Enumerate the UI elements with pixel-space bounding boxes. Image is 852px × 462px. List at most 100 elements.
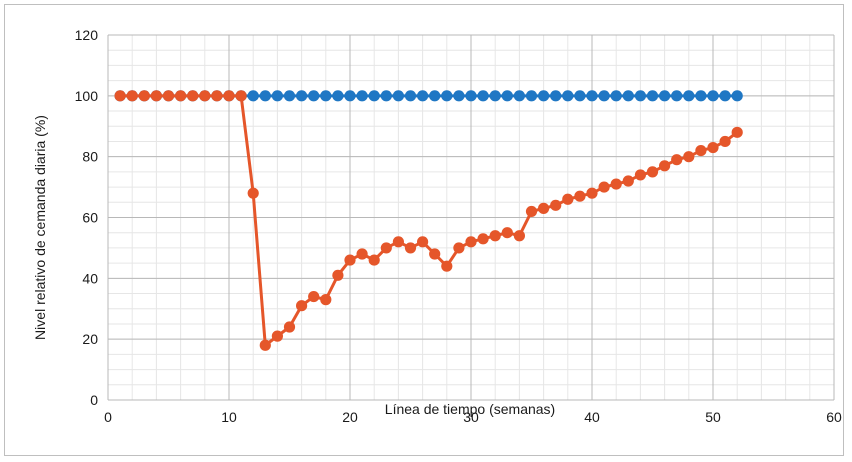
data-point [187,90,199,102]
data-point [659,90,671,102]
series-line [120,94,739,347]
data-point [646,90,659,102]
data-point [586,187,598,199]
data-point [126,90,138,102]
data-point [308,290,320,303]
data-point [368,90,380,102]
y-axis-title: Nivel relativo de cemanda diaria (%) [32,115,48,340]
data-point [320,294,332,306]
data-point [308,90,320,102]
data-point [429,90,441,102]
x-tick-label: 0 [104,409,112,425]
data-point [380,90,392,102]
x-tick-label: 20 [342,409,358,425]
data-point [271,330,283,342]
data-point [562,90,574,102]
data-point [417,236,429,248]
data-point [404,90,417,102]
data-point [296,300,308,312]
data-point [271,90,283,102]
data-point [453,242,465,254]
x-tick-label: 50 [705,409,721,425]
data-point [634,169,647,181]
data-point [525,205,538,218]
data-point [501,227,513,239]
data-point [199,90,211,102]
data-point [683,151,695,163]
data-point [441,260,453,272]
data-point [283,90,296,102]
grid [107,34,835,401]
data-point [622,90,634,102]
data-point [719,135,731,148]
data-point [259,90,271,102]
data-point [162,90,175,102]
x-axis-ticks: 0 10 20 30 40 50 60 [104,409,842,425]
data-point [223,90,235,102]
data-point [429,248,441,260]
data-point [453,90,465,102]
data-point [283,321,296,333]
data-point [368,254,380,266]
data-point [296,90,308,102]
data-point [417,90,429,102]
data-point [247,187,259,199]
data-point [707,141,719,154]
x-axis-title: Línea de tiempo (semanas) [385,401,555,417]
data-point [501,90,513,102]
chart-frame: 0 20 40 60 80 100 120 0 10 20 30 40 50 60 Línea de t… [4,4,844,456]
data-point [465,236,477,248]
data-point [550,90,562,102]
data-point [610,90,622,102]
data-point [356,248,368,260]
series-2 [114,90,743,351]
data-point [513,90,525,102]
data-point [586,90,598,102]
data-point [392,236,404,248]
data-point [332,269,344,281]
data-point [441,90,453,102]
data-point [598,90,610,102]
data-point [332,90,344,102]
data-point [574,90,586,102]
data-point [404,242,417,254]
data-point [525,90,538,102]
data-point [380,242,392,254]
y-axis-ticks: 0 20 40 60 80 100 120 [75,27,99,408]
data-point [235,90,247,102]
data-point [150,90,162,102]
data-point [683,90,695,102]
data-point [356,90,368,102]
data-point [175,90,187,102]
data-point [465,90,477,102]
data-point [634,90,647,102]
data-point [138,90,150,102]
data-point [659,160,671,172]
x-tick-label: 40 [584,409,600,425]
data-point [538,90,550,102]
data-point [538,202,550,214]
line-chart: 0 20 40 60 80 100 120 0 10 20 30 40 50 60 Línea de t… [32,27,842,425]
y-tick-label: 120 [75,27,99,43]
data-point [247,90,259,102]
data-point [259,339,271,351]
data-point [610,178,622,190]
y-tick-label: 40 [82,270,98,286]
data-point [731,90,743,102]
data-point [344,90,356,102]
data-point [344,254,356,266]
data-point [671,90,683,102]
data-point [731,126,743,138]
data-point [695,144,707,157]
data-point [671,154,683,166]
data-point [622,175,634,187]
data-point [513,230,525,242]
data-point [392,90,404,102]
data-point [211,90,223,102]
series-group [114,90,743,351]
data-point [695,90,707,102]
data-point [489,230,501,242]
data-point [574,190,586,202]
x-tick-label: 30 [463,409,479,425]
y-tick-label: 60 [82,210,98,226]
